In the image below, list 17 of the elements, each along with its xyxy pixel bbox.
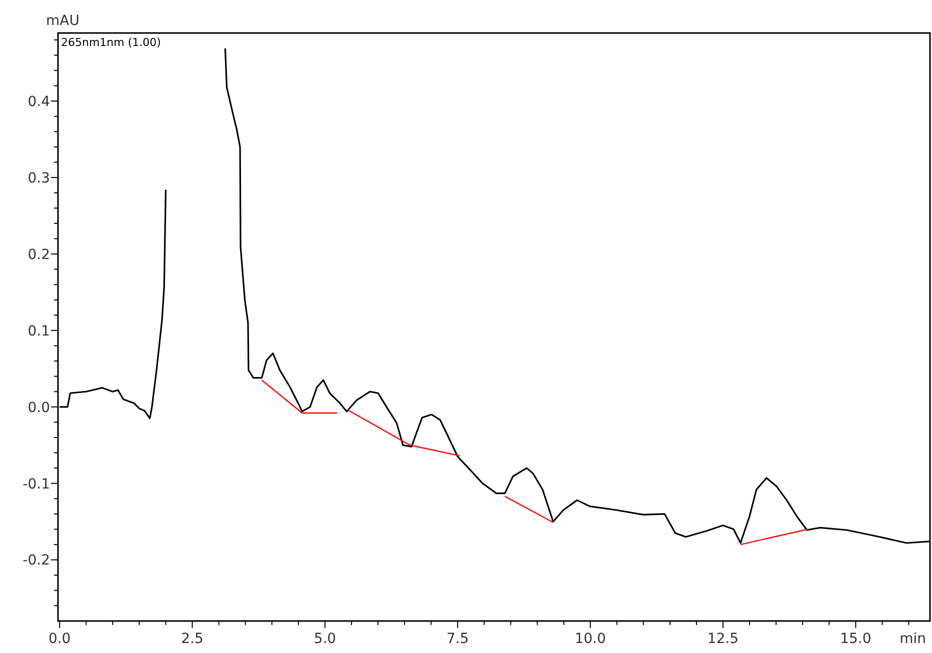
y-tick-label: 0.3	[28, 170, 50, 186]
x-tick-label: 12.5	[707, 631, 739, 647]
x-tick-label: 10.0	[574, 631, 606, 647]
text: 265nm1nm (1.00)	[61, 36, 161, 49]
y-tick-label: 0.0	[28, 400, 50, 416]
y-tick-label: 0.4	[28, 94, 50, 110]
x-tick-label: 5.0	[314, 631, 336, 647]
x-axis-title: min	[900, 631, 926, 647]
y-tick-label: -0.1	[22, 476, 50, 492]
y-axis-title: mAU	[46, 13, 80, 29]
x-tick-label: 15.0	[840, 631, 872, 647]
y-tick-label: 0.2	[28, 246, 50, 263]
x-tick-label: 7.5	[446, 631, 469, 647]
x-tick-label: 2.5	[181, 631, 204, 647]
y-tick-label: -0.2	[22, 552, 50, 569]
x-tick-label: 0.0	[48, 631, 71, 647]
y-tick-label: 0.1	[28, 323, 50, 340]
